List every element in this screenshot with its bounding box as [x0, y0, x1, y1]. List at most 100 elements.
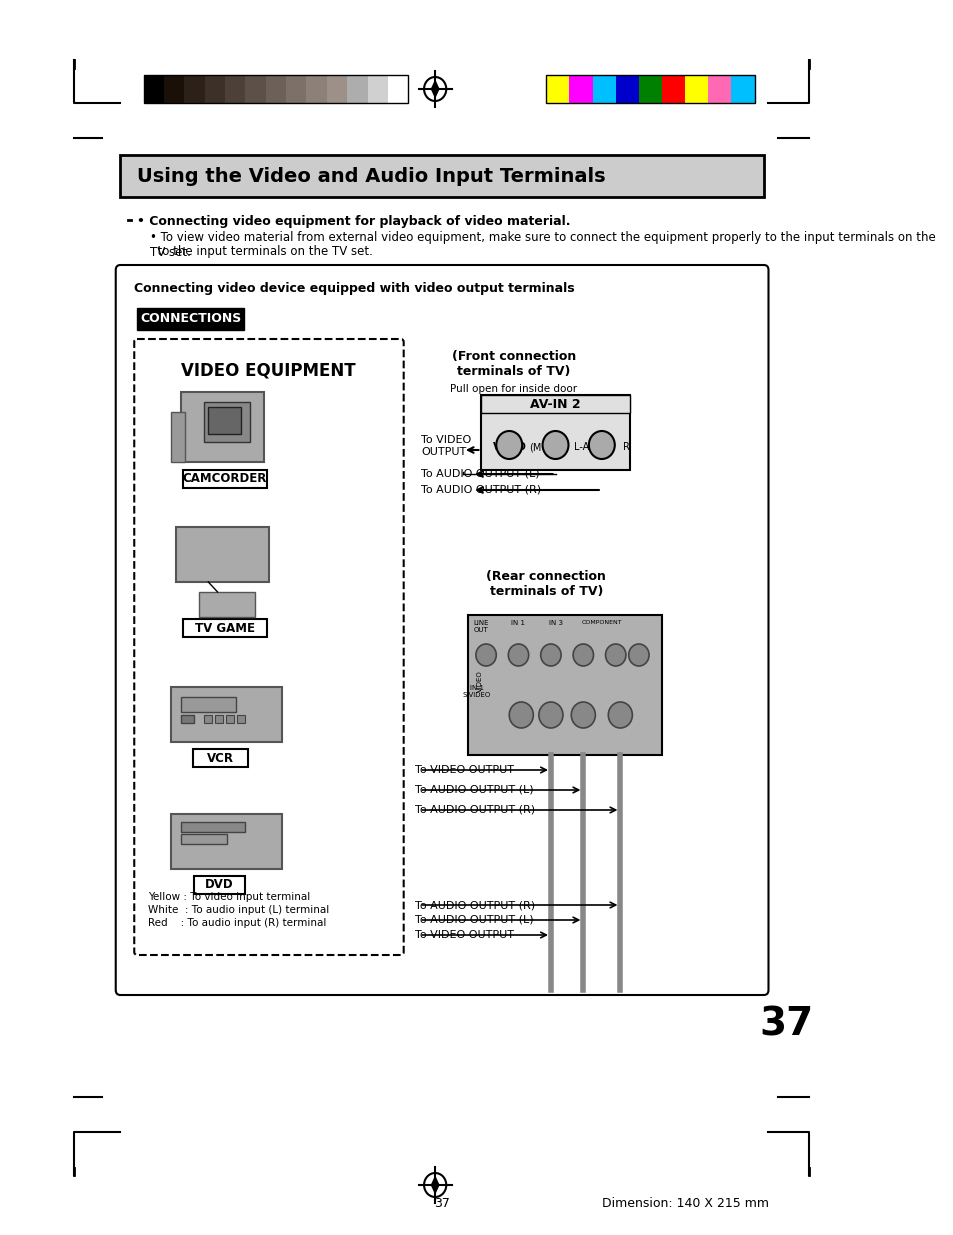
Polygon shape: [431, 1177, 438, 1193]
Bar: [172, 814, 282, 869]
Text: CAMCORDER: CAMCORDER: [183, 473, 267, 485]
Bar: [184, 75, 204, 103]
Text: Pull open for inside door: Pull open for inside door: [450, 384, 577, 394]
Circle shape: [253, 832, 274, 855]
Circle shape: [185, 851, 189, 857]
Bar: [245, 75, 266, 103]
Bar: [347, 75, 367, 103]
Circle shape: [545, 709, 556, 721]
Circle shape: [578, 709, 588, 721]
Bar: [214, 715, 223, 722]
Text: R: R: [622, 442, 629, 452]
Text: Connecting video device equipped with video output terminals: Connecting video device equipped with vi…: [134, 282, 575, 295]
Bar: [546, 75, 754, 103]
Bar: [180, 823, 245, 832]
Text: (MO: (MO: [529, 442, 549, 452]
Bar: [193, 748, 248, 767]
Circle shape: [608, 701, 632, 727]
Circle shape: [193, 851, 198, 857]
Text: DVD: DVD: [205, 878, 233, 892]
Text: • Connecting video equipment for playback of video material.: • Connecting video equipment for playbac…: [137, 215, 570, 228]
Text: To AUDIO OUTPUT (R): To AUDIO OUTPUT (R): [421, 485, 541, 495]
Circle shape: [540, 643, 560, 666]
Circle shape: [611, 650, 619, 659]
Circle shape: [546, 650, 555, 659]
Text: 37: 37: [759, 1005, 813, 1044]
Bar: [546, 75, 569, 103]
Bar: [592, 75, 615, 103]
Text: To AUDIO OUTPUT (L): To AUDIO OUTPUT (L): [415, 915, 533, 925]
Bar: [183, 471, 267, 488]
Text: To AUDIO OUTPUT (R): To AUDIO OUTPUT (R): [415, 805, 535, 815]
Bar: [180, 697, 235, 713]
Text: To VIDEO
OUTPUT: To VIDEO OUTPUT: [421, 435, 471, 457]
Bar: [467, 615, 661, 755]
Polygon shape: [431, 82, 438, 98]
Circle shape: [634, 650, 643, 659]
Text: To AUDIO OUTPUT (L): To AUDIO OUTPUT (L): [421, 468, 539, 478]
Text: LINE
OUT: LINE OUT: [474, 620, 489, 634]
Text: COMPONENT: COMPONENT: [581, 620, 621, 625]
Text: To VIDEO OUTPUT: To VIDEO OUTPUT: [415, 764, 514, 776]
Bar: [204, 403, 250, 442]
Bar: [266, 75, 286, 103]
Circle shape: [503, 438, 515, 451]
Circle shape: [221, 851, 226, 857]
Bar: [225, 75, 245, 103]
Bar: [175, 527, 268, 582]
Bar: [481, 395, 629, 412]
Bar: [180, 834, 227, 844]
Bar: [204, 715, 212, 722]
Bar: [180, 391, 264, 462]
Text: L-AUDI: L-AUDI: [574, 442, 606, 452]
Text: VIDEO: VIDEO: [476, 671, 482, 692]
Text: Red    : To audio input (R) terminal: Red : To audio input (R) terminal: [148, 918, 326, 927]
Bar: [226, 715, 234, 722]
Text: VIDEO EQUIPMENT: VIDEO EQUIPMENT: [181, 362, 355, 380]
Text: 37: 37: [434, 1197, 449, 1210]
Bar: [306, 75, 327, 103]
Bar: [185, 537, 259, 572]
Bar: [661, 75, 684, 103]
Circle shape: [203, 851, 208, 857]
Bar: [143, 75, 164, 103]
Bar: [194, 876, 245, 894]
Text: White  : To audio input (L) terminal: White : To audio input (L) terminal: [148, 905, 329, 915]
Text: Using the Video and Audio Input Terminals: Using the Video and Audio Input Terminal…: [137, 167, 605, 185]
Circle shape: [514, 650, 522, 659]
Circle shape: [549, 438, 560, 451]
Bar: [137, 308, 243, 330]
Text: (Front connection
terminals of TV): (Front connection terminals of TV): [452, 350, 576, 378]
FancyBboxPatch shape: [134, 338, 403, 955]
Bar: [199, 592, 254, 618]
Circle shape: [232, 419, 246, 435]
Text: to the input terminals on the TV set.: to the input terminals on the TV set.: [150, 245, 373, 258]
Circle shape: [213, 851, 217, 857]
Circle shape: [184, 448, 190, 454]
Circle shape: [614, 709, 625, 721]
Circle shape: [508, 643, 528, 666]
Bar: [639, 75, 661, 103]
Circle shape: [509, 701, 533, 727]
Bar: [180, 715, 194, 722]
Bar: [120, 156, 763, 198]
Text: IN 3: IN 3: [548, 620, 562, 626]
Text: To AUDIO OUTPUT (R): To AUDIO OUTPUT (R): [415, 900, 535, 910]
Bar: [286, 75, 306, 103]
Circle shape: [573, 643, 593, 666]
Bar: [707, 75, 731, 103]
Bar: [684, 75, 707, 103]
Circle shape: [588, 431, 614, 459]
Bar: [731, 75, 754, 103]
Text: IN 1: IN 1: [511, 620, 525, 626]
Text: VIDEO: VIDEO: [492, 442, 526, 452]
Bar: [569, 75, 592, 103]
Bar: [164, 75, 184, 103]
Bar: [143, 75, 408, 103]
Text: VCR: VCR: [207, 752, 233, 764]
Text: To VIDEO OUTPUT: To VIDEO OUTPUT: [415, 930, 514, 940]
Bar: [183, 619, 267, 637]
Circle shape: [538, 701, 562, 727]
Text: Dimension: 140 X 215 mm: Dimension: 140 X 215 mm: [601, 1197, 768, 1210]
Circle shape: [471, 694, 500, 726]
